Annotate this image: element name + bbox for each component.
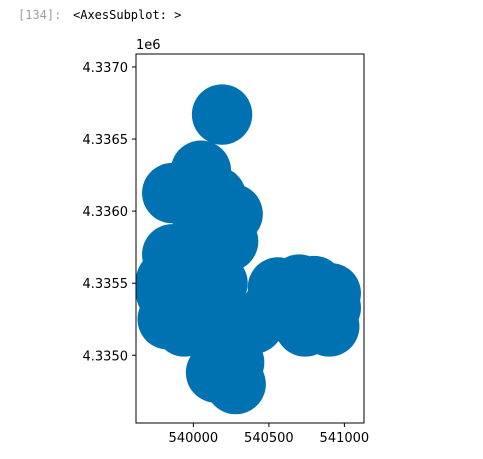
x-tick-label: 541000 xyxy=(320,431,370,446)
cell-prompt: [134]: xyxy=(18,8,62,22)
points-layer xyxy=(136,84,361,415)
axes-frame xyxy=(135,53,365,424)
y-tick-label: 4.3365 xyxy=(83,133,129,148)
data-point xyxy=(205,353,266,415)
y-tick-label: 4.3370 xyxy=(83,61,129,76)
y-axis: 4.3350 4.3355 4.3360 4.3365 4.3370 xyxy=(83,61,136,364)
y-tick-label: 4.3360 xyxy=(83,205,129,220)
cell-output-text: <AxesSubplot: > xyxy=(73,8,182,22)
x-tick-label: 540000 xyxy=(169,431,219,446)
y-offset-label: 1e6 xyxy=(136,38,161,53)
data-point xyxy=(191,84,253,145)
x-tick-label: 540500 xyxy=(244,431,294,446)
y-tick-label: 4.3350 xyxy=(83,349,129,364)
data-point xyxy=(262,284,324,346)
x-axis: 540000 540500 541000 xyxy=(169,423,370,446)
data-point xyxy=(187,252,248,314)
y-tick-label: 4.3355 xyxy=(83,277,129,292)
